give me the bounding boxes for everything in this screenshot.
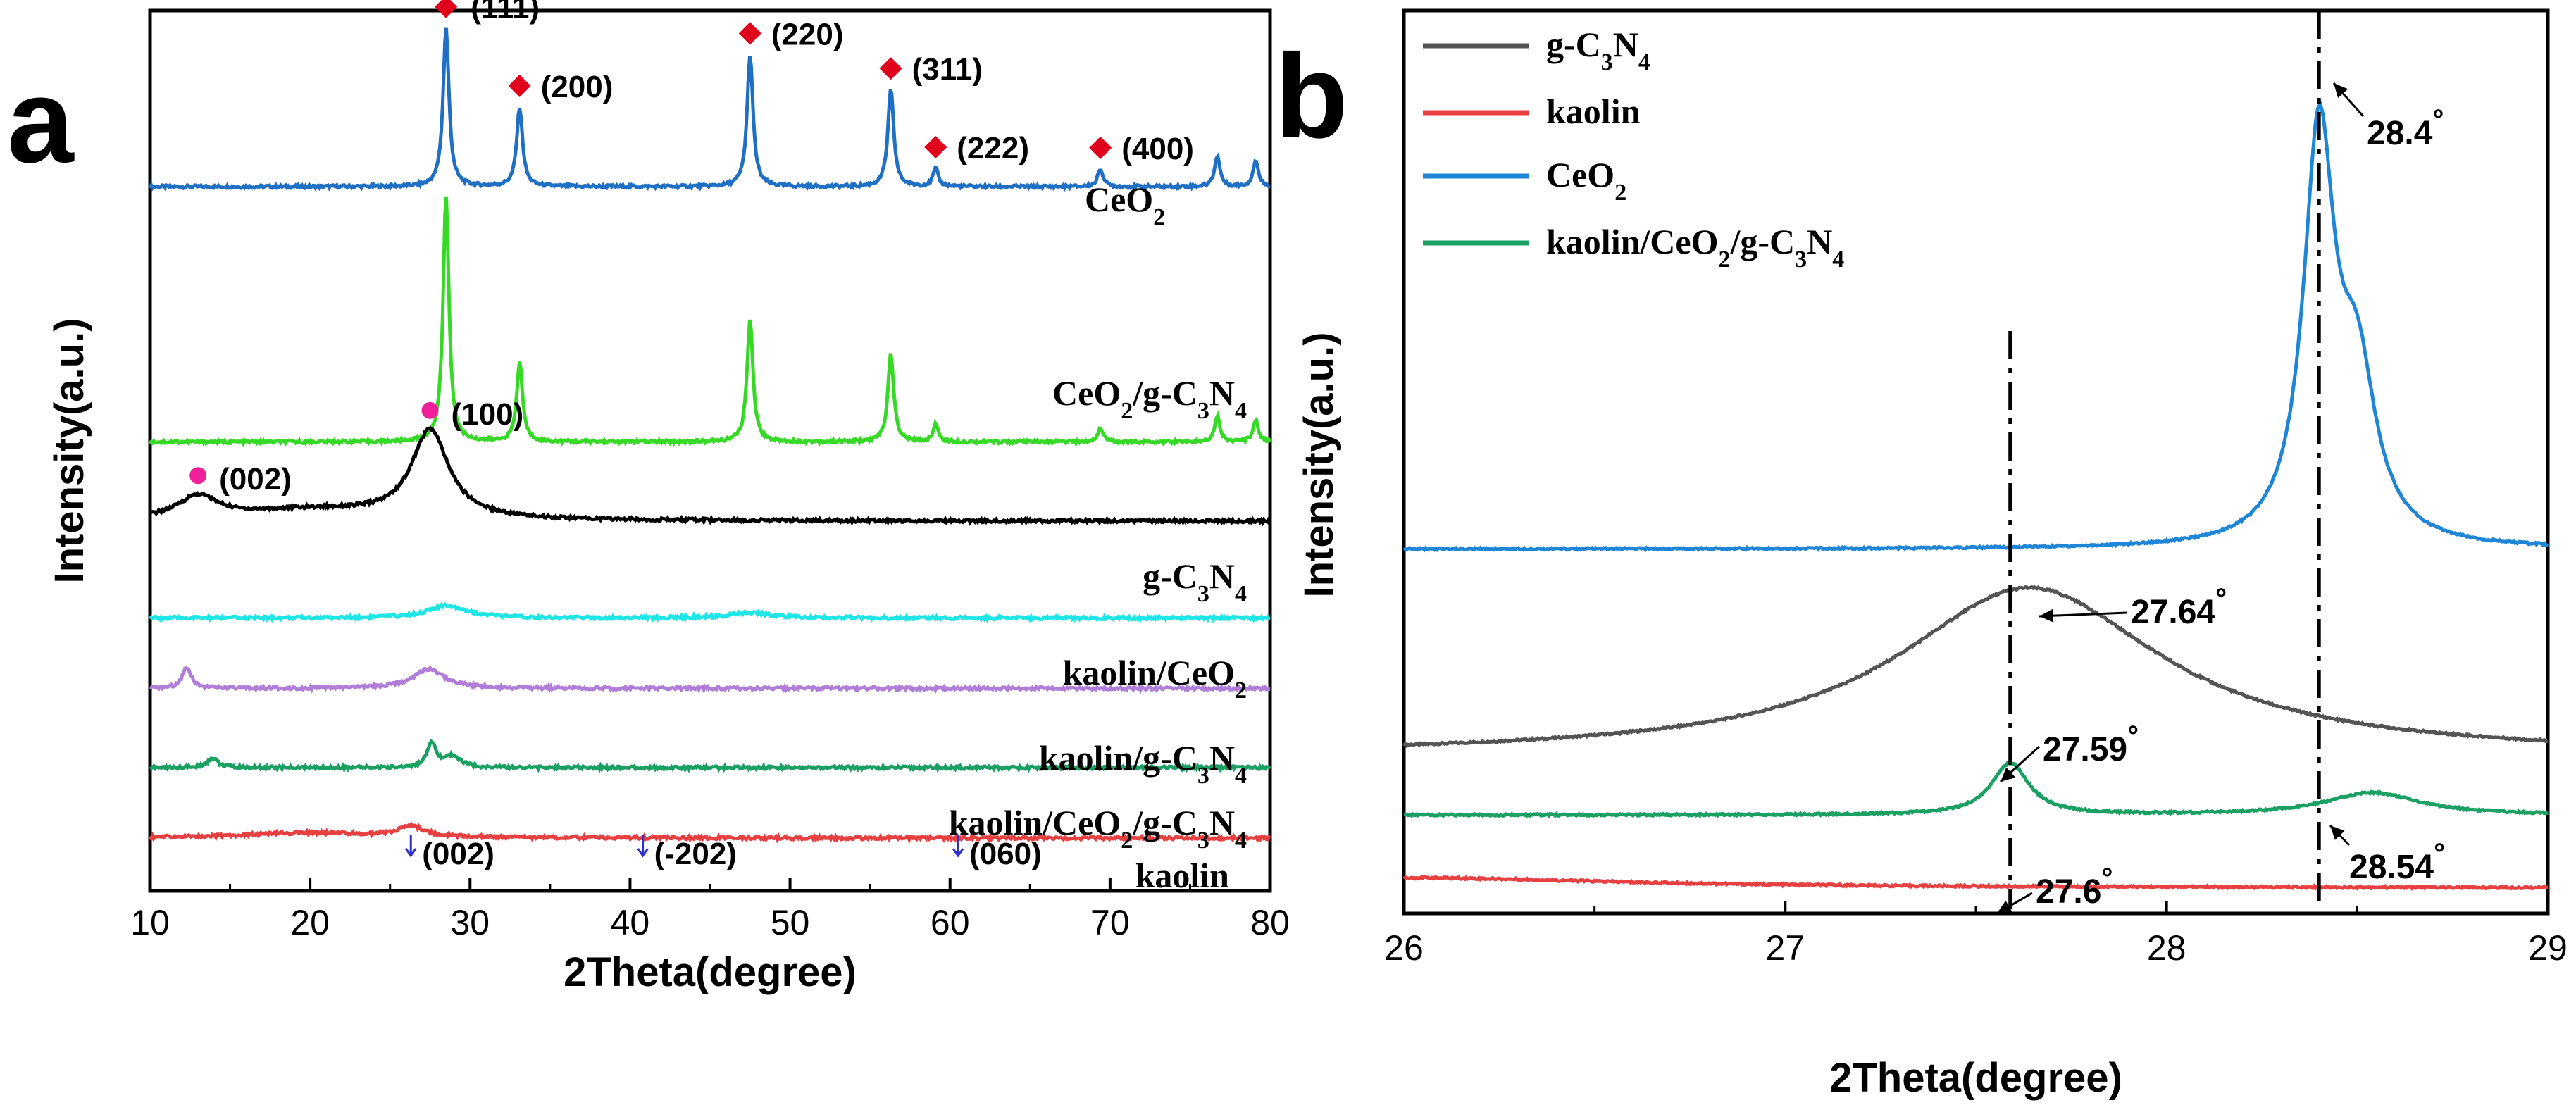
panel-b-chart: 26 27 28 29 28.4° 27.64° 27.59° 28.54° 27.6° g-… [1296,8,2568,1101]
ceo2-peak-marker [1089,136,1112,159]
gcn-plane-label: (002) [219,462,292,497]
peak-position-label: 28.54° [2349,838,2445,886]
x-tick-label: 70 [1090,903,1130,942]
x-tick-label: 50 [771,903,810,942]
label-kaolin-gcn: kaolin/g-C3N4 [1039,738,1247,789]
x-tick-label: 40 [611,903,650,942]
xrd-curve [149,739,1271,773]
ceo2-plane-label: (311) [912,52,983,87]
ceo2-plane-label: (400) [1121,132,1194,166]
label-gcn: g-C3N4 [1143,556,1247,607]
arrow-head-icon [1997,900,2012,913]
peak-position-label: 28.4° [2367,104,2444,152]
xrd-curve [148,196,1272,448]
gcn-plane-label: (100) [452,397,524,432]
xrd-curve [148,27,1271,192]
kaolin-arrow-icon [405,848,417,858]
x-tick-label: 20 [290,903,330,942]
x-tick-label: 30 [450,903,490,942]
ceo2-peak-marker [879,57,902,80]
kaolin-arrow-icon [952,848,964,858]
ceo2-peak-marker [508,74,531,97]
arrow-head-icon [2039,608,2054,623]
label-kaolin-ceo2: kaolin/CeO2 [1063,653,1247,704]
kaolin-plane-label: (-202) [654,837,737,871]
xrd-curve [1404,761,2549,819]
panel-b-letter: b [1275,30,1348,163]
legend-label: CeO2 [1546,155,1626,206]
panel-b-legend: g-C3N4 kaolin CeO2 kaolin/CeO2/g-C3N4 [1423,25,1844,273]
ceo2-peak-marker [924,136,947,159]
xrd-curve [148,821,1271,844]
kaolin-plane-label: (002) [422,837,494,871]
peak-position-label: 27.59° [2043,720,2139,768]
xrd-curve [149,426,1271,527]
xrd-curve [1402,874,2549,892]
xrd-curve [149,601,1271,624]
legend-label: kaolin/CeO2/g-C3N4 [1546,222,1844,273]
ceo2-plane-label: (220) [771,17,844,51]
x-tick-label: 60 [931,903,970,942]
peak-arrow [2039,611,2128,618]
arrow-head-icon [2330,825,2345,840]
xrd-curve [149,664,1271,694]
kaolin-arrow-icon [637,848,649,858]
arrow-head-icon [2334,83,2348,99]
x-tick-label: 10 [130,903,170,942]
label-kaolin: kaolin [1135,856,1230,895]
ceo2-peak-marker [738,22,761,45]
gcn-peak-marker [421,401,439,419]
ceo2-plane-label: (200) [541,70,614,104]
panel-a-y-axis-label: Intensity(a.u.) [46,318,92,583]
xrd-curve [1402,99,2549,553]
label-ceo2-gcn: CeO2/g-C3N4 [1052,373,1247,424]
legend-label: g-C3N4 [1546,25,1650,75]
label-ceo2: CeO2 [1085,180,1165,230]
x-tick-label: 80 [1250,903,1290,942]
kaolin-plane-label: (060) [969,837,1042,871]
panel-b-x-axis-label: 2Theta(degree) [1829,1055,2122,1101]
x-tick-label: 28 [2147,928,2186,968]
x-tick-label: 27 [1766,928,1805,968]
arrow-head-icon [2001,767,2016,782]
ceo2-plane-label: (111) [471,0,540,25]
panel-a-chart: 10 20 30 40 50 60 70 80 CeO2 CeO2/g-C3N4 g-C3N4 ka… [46,0,1290,995]
x-tick-label: 29 [2528,928,2568,968]
xrd-curve [1402,585,2549,749]
peak-position-label: 27.6° [2036,863,2113,911]
ceo2-peak-marker [435,0,458,18]
gcn-peak-marker [189,467,207,485]
peak-position-label: 27.64° [2131,583,2227,631]
x-tick-label: 26 [1384,928,1424,968]
ceo2-plane-label: (222) [957,131,1029,166]
legend-label: kaolin [1546,92,1641,131]
panel-b-y-axis-label: Intensity(a.u.) [1296,332,1342,597]
panel-a-letter: a [7,54,75,188]
panel-a-x-axis-label: 2Theta(degree) [564,949,857,995]
label-kaolin-ceo2-gcn: kaolin/CeO2/g-C3N4 [949,803,1247,854]
